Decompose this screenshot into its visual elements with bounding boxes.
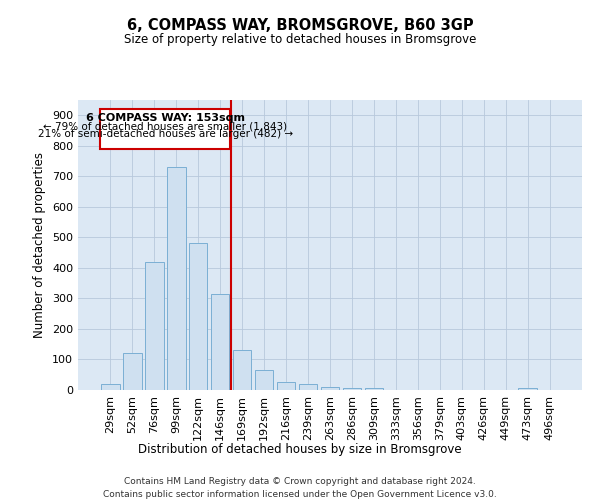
Bar [101, 384, 119, 390]
Bar [277, 382, 295, 390]
Bar [233, 350, 251, 390]
Bar [189, 244, 208, 390]
Bar [365, 388, 383, 390]
Bar [145, 262, 164, 390]
Bar [167, 167, 185, 390]
Text: Distribution of detached houses by size in Bromsgrove: Distribution of detached houses by size … [138, 442, 462, 456]
Bar [123, 354, 142, 390]
Text: 6 COMPASS WAY: 153sqm: 6 COMPASS WAY: 153sqm [86, 113, 245, 123]
Bar [255, 370, 274, 390]
Text: 21% of semi-detached houses are larger (482) →: 21% of semi-detached houses are larger (… [38, 128, 293, 138]
Bar [211, 294, 229, 390]
Text: Size of property relative to detached houses in Bromsgrove: Size of property relative to detached ho… [124, 32, 476, 46]
Text: ← 79% of detached houses are smaller (1,843): ← 79% of detached houses are smaller (1,… [43, 122, 287, 132]
Bar [518, 388, 537, 390]
Bar [299, 384, 317, 390]
Text: Contains public sector information licensed under the Open Government Licence v3: Contains public sector information licen… [103, 490, 497, 499]
Bar [320, 387, 340, 390]
Y-axis label: Number of detached properties: Number of detached properties [34, 152, 46, 338]
FancyBboxPatch shape [100, 109, 230, 149]
Text: Contains HM Land Registry data © Crown copyright and database right 2024.: Contains HM Land Registry data © Crown c… [124, 478, 476, 486]
Text: 6, COMPASS WAY, BROMSGROVE, B60 3GP: 6, COMPASS WAY, BROMSGROVE, B60 3GP [127, 18, 473, 32]
Bar [343, 388, 361, 390]
